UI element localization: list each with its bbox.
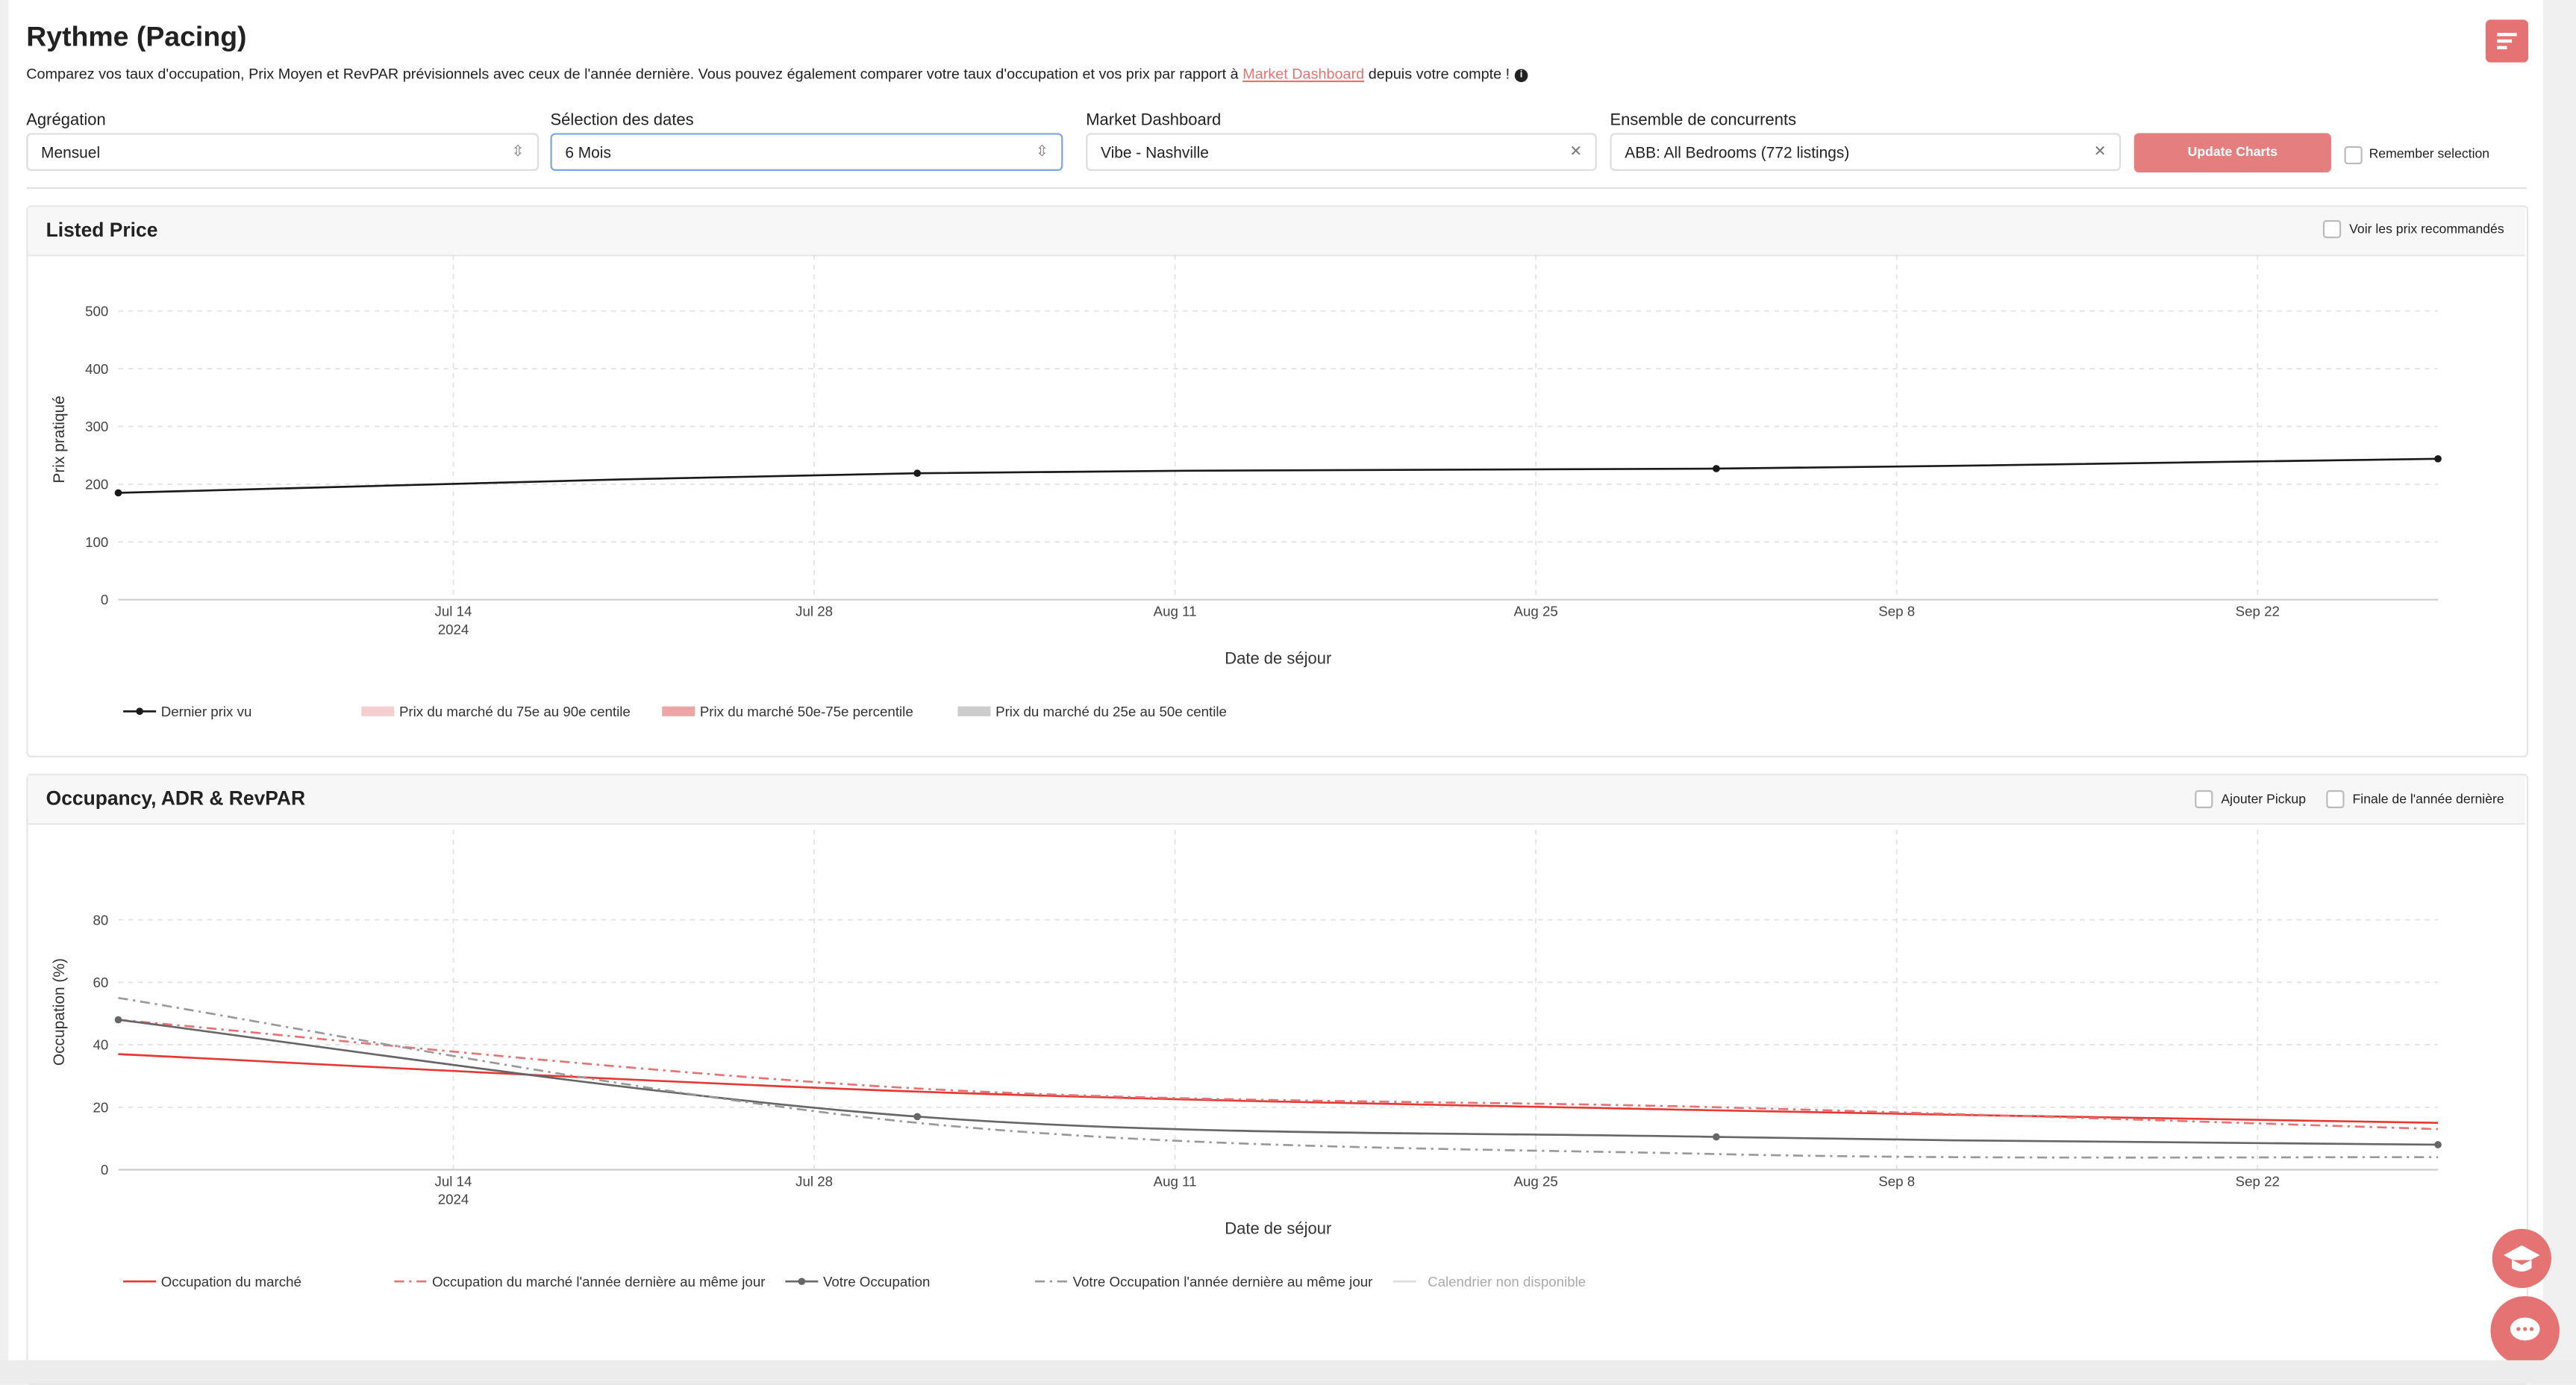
description-text: Comparez vos taux d'occupation, Prix Moy… (26, 66, 1243, 83)
x-tick-label: Sep 22 (2236, 604, 2280, 619)
x-tick-sublabel: 2024 (438, 1192, 469, 1207)
point-marker (1713, 1133, 1720, 1141)
x-axis-label: Date de séjour (1225, 648, 1331, 667)
card-title: Listed Price (46, 218, 158, 242)
x-tick-sublabel: 2024 (438, 622, 469, 637)
market-dashboard-link[interactable]: Market Dashboard (1242, 66, 1365, 83)
x-tick-label: Jul 28 (795, 1173, 833, 1189)
series-line (118, 1019, 2439, 1131)
select-value: ABB: All Bedrooms (772 listings) (1625, 144, 1850, 163)
x-tick-label: Jul 14 (435, 604, 472, 619)
x-tick-label: Aug 11 (1154, 604, 1197, 619)
page-title: Rythme (Pacing) (26, 21, 247, 53)
x-tick-label: Jul 14 (435, 1173, 472, 1189)
filter-label: Sélection des dates (550, 111, 694, 130)
x-tick-label: Jul 28 (795, 604, 833, 619)
y-tick-label: 100 (85, 534, 108, 550)
date-select[interactable]: 6 Mois ⇳ (550, 133, 1063, 171)
checkbox[interactable] (2322, 220, 2342, 239)
chart: 0 20 40 60 80 Jul 14 2024 Jul 28 Aug 11 Aug 25 Sep… (51, 829, 2442, 1289)
legend-label: Occupation du marché (161, 1274, 301, 1289)
legend-swatch (957, 706, 991, 716)
legend-label: Votre Occupation l'année dernière au mêm… (1073, 1274, 1373, 1289)
x-tick-label: Sep 8 (1878, 604, 1915, 619)
y-tick-label: 80 (93, 912, 108, 928)
point-marker (2434, 454, 2442, 463)
point-marker (1713, 465, 1720, 472)
series-line (118, 457, 2439, 494)
help-button[interactable] (2492, 1228, 2551, 1288)
point-marker (2434, 1141, 2442, 1148)
checkbox[interactable] (2344, 146, 2363, 165)
legend-swatch (662, 706, 695, 716)
card-header (28, 775, 2525, 825)
filter-label: Market Dashboard (1086, 111, 1222, 130)
y-tick-label: 400 (85, 361, 108, 377)
legend-label: Calendrier non disponible (1428, 1274, 1586, 1289)
card (26, 205, 2529, 757)
select-value: Vibe - Nashville (1101, 144, 1209, 163)
point-marker (913, 469, 922, 477)
legend-swatch (361, 706, 395, 716)
chat-button[interactable] (2490, 1295, 2560, 1366)
y-tick-label: 0 (101, 592, 108, 607)
info-icon[interactable]: i (1514, 68, 1528, 82)
competitor-select[interactable]: ABB: All Bedrooms (772 listings) ✕ (1610, 133, 2122, 171)
y-tick-label: 40 (93, 1037, 108, 1053)
description: Comparez vos taux d'occupation, Prix Moy… (26, 66, 1528, 82)
checkbox-label: Finale de l'année dernière (2352, 792, 2504, 807)
x-tick-label: Aug 25 (1514, 1173, 1558, 1189)
y-tick-label: 60 (93, 975, 108, 990)
chart: 0 100 200 300 400 500 Jul 14 2024 Jul 28 Aug 11 Au… (51, 254, 2442, 719)
checkbox-label: Remember selection (2369, 146, 2490, 161)
legend-label: Dernier prix vu (161, 704, 252, 719)
y-tick-label: 0 (101, 1162, 108, 1178)
checkbox[interactable] (2195, 790, 2213, 809)
checkbox-label: Voir les prix recommandés (2349, 222, 2504, 237)
series-line (118, 1053, 2439, 1125)
point-marker (913, 1113, 922, 1121)
point-marker (114, 489, 122, 497)
legend-marker (136, 707, 143, 716)
series-line (118, 1019, 2439, 1146)
x-axis-label: Date de séjour (1225, 1219, 1331, 1237)
x-tick-label: Sep 22 (2236, 1173, 2280, 1189)
legend-marker (798, 1278, 806, 1286)
description-end: depuis votre compte ! (1364, 66, 1510, 83)
legend-label: Votre Occupation (823, 1274, 930, 1289)
card-title: Occupancy, ADR & RevPAR (46, 787, 306, 810)
x-tick-label: Sep 8 (1878, 1173, 1915, 1189)
select-value: 6 Mois (565, 144, 611, 163)
menu-button[interactable] (2485, 19, 2529, 63)
y-tick-label: 200 (85, 476, 108, 492)
legend-label: Occupation du marché l'année dernière au… (432, 1274, 765, 1289)
checkbox-label: Ajouter Pickup (2221, 792, 2307, 807)
card (26, 773, 2529, 1385)
y-tick-label: 300 (85, 419, 108, 434)
card-header (28, 207, 2525, 257)
legend-label: Prix du marché du 25e au 50e centile (995, 704, 1227, 719)
select-value: Mensuel (41, 144, 101, 163)
divider (26, 187, 2527, 190)
y-tick-label: 20 (93, 1099, 108, 1115)
x-tick-label: Aug 25 (1514, 604, 1558, 619)
aggregation-select[interactable]: Mensuel ⇳ (26, 133, 540, 171)
series-line (118, 996, 2439, 1159)
bottom-bar (0, 1360, 2576, 1384)
update-button[interactable]: Update Charts (2133, 133, 2331, 173)
legend-label: Prix du marché du 75e au 90e centile (399, 704, 631, 719)
checkbox[interactable] (2326, 790, 2345, 809)
y-tick-label: 500 (85, 303, 108, 319)
point-marker (114, 1016, 122, 1024)
legend-label: Prix du marché 50e-75e percentile (700, 704, 913, 719)
y-axis-label: Occupation (%) (51, 958, 68, 1066)
x-tick-label: Aug 11 (1154, 1173, 1197, 1189)
y-axis-label: Prix pratiqué (51, 396, 68, 483)
filter-label: Agrégation (26, 111, 106, 130)
market-select[interactable]: Vibe - Nashville ✕ (1086, 133, 1597, 171)
filter-label: Ensemble de concurrents (1610, 111, 1797, 130)
